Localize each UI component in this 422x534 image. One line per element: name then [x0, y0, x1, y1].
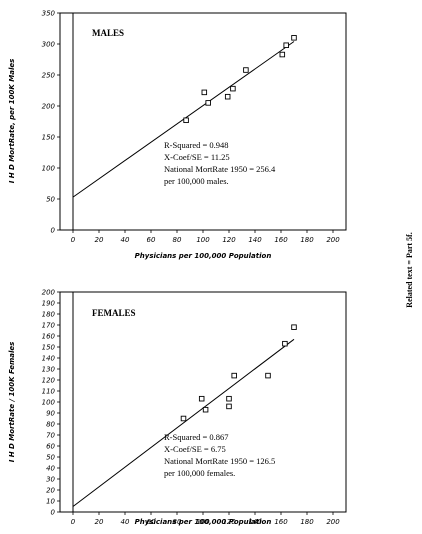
y-tick-label: 110: [42, 388, 56, 396]
data-marks: [72, 324, 297, 507]
x-tick-label: 100: [196, 518, 210, 526]
y-ticks: 0 50 100 150 200 250 300 350: [42, 10, 60, 235]
x-tick-label: 60: [147, 236, 156, 244]
y-tick-label: 0: [51, 227, 56, 235]
x-tick-label: 160: [274, 518, 288, 526]
annotation-line: National MortRate 1950 = 126.5: [164, 456, 275, 466]
x-tick-label: 140: [248, 236, 262, 244]
annotation-line: National MortRate 1950 = 256.4: [164, 164, 276, 174]
x-tick-label: 160: [274, 236, 288, 244]
x-tick-label: 180: [300, 518, 314, 526]
y-tick-label: 120: [42, 377, 56, 385]
x-tick-label: 80: [173, 518, 182, 526]
x-axis-label: Physicians per 100,000 Population: [135, 252, 272, 260]
data-point: [205, 100, 211, 106]
data-point: [224, 93, 231, 100]
x-tick-label: 40: [121, 236, 130, 244]
x-tick-label: 200: [326, 236, 340, 244]
x-axis-label: Physicians per 100,000 Population: [135, 518, 272, 526]
x-ticks: 0 20 40 60 80 100 120 140 160 180 200: [71, 512, 340, 526]
y-tick-label: 60: [46, 443, 55, 451]
y-tick-label: 160: [42, 333, 56, 341]
y-tick-label: 30: [46, 476, 55, 484]
plot-frame: [59, 291, 347, 513]
y-tick-label: 10: [46, 498, 55, 506]
x-tick-label: 140: [248, 518, 262, 526]
y-tick-label: 200: [42, 289, 56, 297]
y-axis-label: I H D MortRate / 100K Females: [8, 342, 16, 463]
chart-title: MALES: [92, 28, 124, 38]
side-note: Related text = Part 5f.: [405, 232, 414, 307]
females-chart: FEMALES Physicians per 100,000 Populatio…: [8, 289, 347, 526]
data-point: [230, 85, 236, 92]
y-tick-label: 150: [42, 134, 56, 142]
y-tick-label: 100: [42, 165, 56, 173]
data-point: [283, 42, 289, 48]
data-point: [243, 67, 249, 73]
y-axis-label: I H D MortRate, per 100K Males: [8, 59, 16, 184]
y-tick-label: 50: [46, 196, 55, 204]
annotation-line: R-Squared = 0.867: [164, 432, 229, 442]
data-point: [265, 372, 271, 379]
y-tick-label: 90: [46, 410, 55, 418]
annotation-line: R-Squared = 0.948: [164, 140, 229, 150]
annotation-block: R-Squared = 0.867 X-Coef/SE = 6.75 Natio…: [164, 432, 275, 478]
males-chart: MALES Physicians per 100,000 Population …: [8, 10, 347, 260]
data-point: [279, 51, 286, 58]
x-tick-label: 100: [196, 236, 210, 244]
y-tick-label: 350: [42, 10, 56, 18]
data-point: [201, 89, 208, 96]
y-tick-label: 200: [42, 103, 56, 111]
data-point: [282, 340, 288, 347]
y-tick-label: 140: [42, 355, 56, 363]
regression-line: [72, 338, 295, 507]
y-tick-label: 170: [42, 322, 56, 330]
y-tick-label: 50: [46, 454, 55, 462]
x-tick-label: 120: [222, 518, 236, 526]
y-ticks: 0 10 20 30 40 50 60 70 80 90 100 110 120 130 140 150 160…: [42, 289, 60, 517]
data-point: [226, 403, 232, 410]
y-tick-label: 80: [46, 421, 55, 429]
data-point: [291, 324, 297, 330]
y-tick-label: 180: [42, 311, 56, 319]
data-point: [226, 395, 232, 402]
y-tick-label: 20: [46, 487, 55, 495]
x-tick-label: 180: [300, 236, 314, 244]
y-tick-label: 130: [42, 366, 56, 374]
data-point: [202, 406, 209, 413]
data-marks: [72, 35, 297, 198]
annotation-line: per 100,000 females.: [164, 468, 235, 478]
y-tick-label: 250: [42, 72, 56, 80]
x-tick-label: 0: [71, 518, 76, 526]
x-ticks: 0 20 40 60 80 100 120 140 160 180 200: [71, 230, 340, 244]
x-tick-label: 80: [173, 236, 182, 244]
x-tick-label: 0: [71, 236, 76, 244]
y-tick-label: 100: [42, 399, 56, 407]
data-point: [231, 372, 237, 379]
x-tick-label: 40: [121, 518, 130, 526]
y-tick-label: 150: [42, 344, 56, 352]
y-tick-label: 190: [42, 300, 56, 308]
annotation-line: per 100,000 males.: [164, 176, 229, 186]
annotation-line: X-Coef/SE = 6.75: [164, 444, 226, 454]
chart-title: FEMALES: [92, 308, 136, 318]
y-tick-label: 0: [51, 509, 56, 517]
x-tick-label: 60: [147, 518, 156, 526]
x-tick-label: 200: [326, 518, 340, 526]
x-tick-label: 20: [95, 518, 104, 526]
y-tick-label: 70: [46, 432, 55, 440]
data-point: [198, 395, 205, 402]
data-point: [291, 35, 297, 41]
x-tick-label: 20: [95, 236, 104, 244]
plot-frame: [59, 12, 347, 231]
x-tick-label: 120: [222, 236, 236, 244]
y-tick-label: 300: [42, 41, 56, 49]
data-point: [183, 117, 189, 124]
annotation-line: X-Coef/SE = 11.25: [164, 152, 230, 162]
data-point: [180, 415, 187, 422]
annotation-block: R-Squared = 0.948 X-Coef/SE = 11.25 Nati…: [164, 140, 276, 186]
y-tick-label: 40: [46, 465, 55, 473]
